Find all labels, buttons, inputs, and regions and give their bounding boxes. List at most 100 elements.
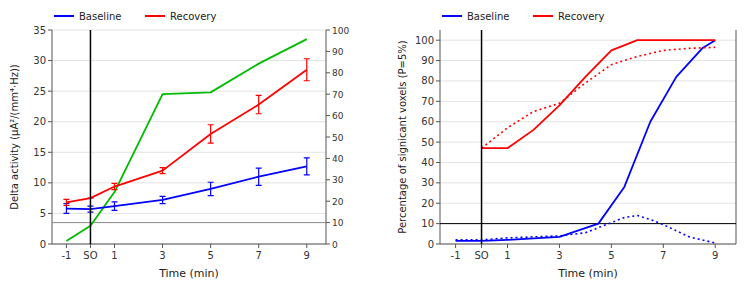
series-line — [456, 40, 716, 241]
tick-label: 50 — [421, 137, 434, 148]
tick — [326, 222, 330, 223]
series-line — [66, 166, 306, 209]
tick-label: 100 — [332, 26, 349, 36]
axis-label: Delta activity (μA²/(mm⁴·Hz)) — [9, 64, 20, 210]
tick — [162, 244, 163, 248]
grid-line — [52, 60, 326, 61]
grid-line — [52, 91, 326, 92]
tick — [507, 244, 508, 248]
tick — [436, 80, 440, 81]
tick-label: 60 — [332, 111, 344, 121]
legend-label: Recovery — [170, 11, 216, 22]
axis-line — [440, 244, 736, 245]
tick — [559, 244, 560, 248]
error-bar — [208, 182, 214, 195]
tick-label: 15 — [33, 147, 46, 158]
tick — [663, 244, 664, 248]
tick — [48, 244, 52, 245]
tick-label: 10 — [421, 218, 434, 229]
tick — [48, 152, 52, 153]
tick-label: 70 — [421, 96, 434, 107]
tick — [715, 244, 716, 248]
tick — [48, 182, 52, 183]
tick — [326, 137, 330, 138]
error-bar — [63, 199, 69, 205]
tick-label: 50 — [332, 133, 344, 143]
tick-label: 20 — [332, 197, 344, 207]
tick-label: 5 — [608, 250, 614, 261]
tick — [436, 121, 440, 122]
error-bar — [160, 168, 166, 174]
tick-label: 20 — [421, 198, 434, 209]
error-bar — [256, 168, 262, 185]
tick — [326, 115, 330, 116]
reference-line — [440, 223, 736, 224]
tick-label: 7 — [256, 250, 262, 261]
tick-label: 7 — [660, 250, 666, 261]
tick-label: 35 — [33, 25, 46, 36]
tick-label: 25 — [33, 86, 46, 97]
axis-line — [52, 244, 326, 245]
panel: 05101520253035-1SO1357901020304050607080… — [9, 11, 349, 281]
series-line — [456, 215, 716, 243]
tick-label: 0 — [428, 239, 434, 250]
tick — [326, 30, 330, 31]
tick — [455, 244, 456, 248]
error-bar — [304, 59, 310, 81]
tick-label: 30 — [332, 175, 344, 185]
tick — [326, 244, 330, 245]
error-bar — [208, 125, 214, 143]
grid-line — [52, 244, 326, 245]
axis-line — [736, 30, 737, 244]
series-line — [66, 70, 306, 203]
tick — [48, 30, 52, 31]
axis-label: Percentage of signicant voxels (P=5%) — [397, 40, 408, 234]
tick-label: 1 — [504, 250, 510, 261]
grid-line — [440, 182, 736, 183]
tick — [436, 182, 440, 183]
tick — [436, 60, 440, 61]
tick — [436, 203, 440, 204]
tick — [48, 60, 52, 61]
grid-line — [440, 121, 736, 122]
tick — [436, 101, 440, 102]
tick — [326, 158, 330, 159]
tick-label: -1 — [61, 250, 71, 261]
legend-label: Baseline — [79, 11, 121, 22]
tick — [326, 51, 330, 52]
tick — [436, 40, 440, 41]
tick — [326, 72, 330, 73]
tick-label: 40 — [332, 154, 344, 164]
tick-label: 90 — [332, 47, 344, 57]
legend-label: Baseline — [467, 11, 509, 22]
legend: BaselineRecovery — [442, 11, 604, 22]
tick — [326, 201, 330, 202]
tick — [66, 244, 67, 248]
tick-label: 1 — [111, 250, 117, 261]
tick-label: 80 — [421, 75, 434, 86]
error-bar — [111, 183, 117, 189]
tick-label: SO — [474, 250, 488, 261]
plot-area — [52, 30, 326, 244]
tick-label: 10 — [33, 177, 46, 188]
axis-label: Time (min) — [557, 267, 618, 280]
tick-label: SO — [83, 250, 97, 261]
error-bar — [304, 158, 310, 175]
series-line — [66, 39, 306, 241]
reference-line — [90, 30, 92, 244]
series-line — [482, 40, 716, 148]
axis-line — [52, 30, 53, 244]
series-line — [482, 47, 716, 148]
grid-line — [52, 30, 326, 31]
error-bar — [111, 202, 117, 211]
tick-label: 0 — [332, 240, 338, 250]
error-bar — [160, 196, 166, 203]
tick-label: 30 — [421, 177, 434, 188]
legend-swatch — [54, 15, 74, 17]
tick-label: 70 — [332, 90, 344, 100]
tick-label: 20 — [33, 116, 46, 127]
error-bar — [256, 95, 262, 113]
reference-line — [481, 30, 483, 244]
legend-swatch — [442, 15, 462, 17]
grid-line — [440, 142, 736, 143]
